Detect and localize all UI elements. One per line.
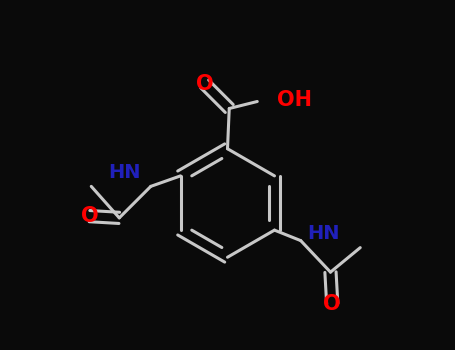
Text: HN: HN <box>308 224 340 243</box>
Text: O: O <box>81 206 98 226</box>
Text: O: O <box>324 294 341 314</box>
Text: HN: HN <box>108 163 140 182</box>
Text: O: O <box>196 74 213 94</box>
Text: OH: OH <box>277 90 312 110</box>
